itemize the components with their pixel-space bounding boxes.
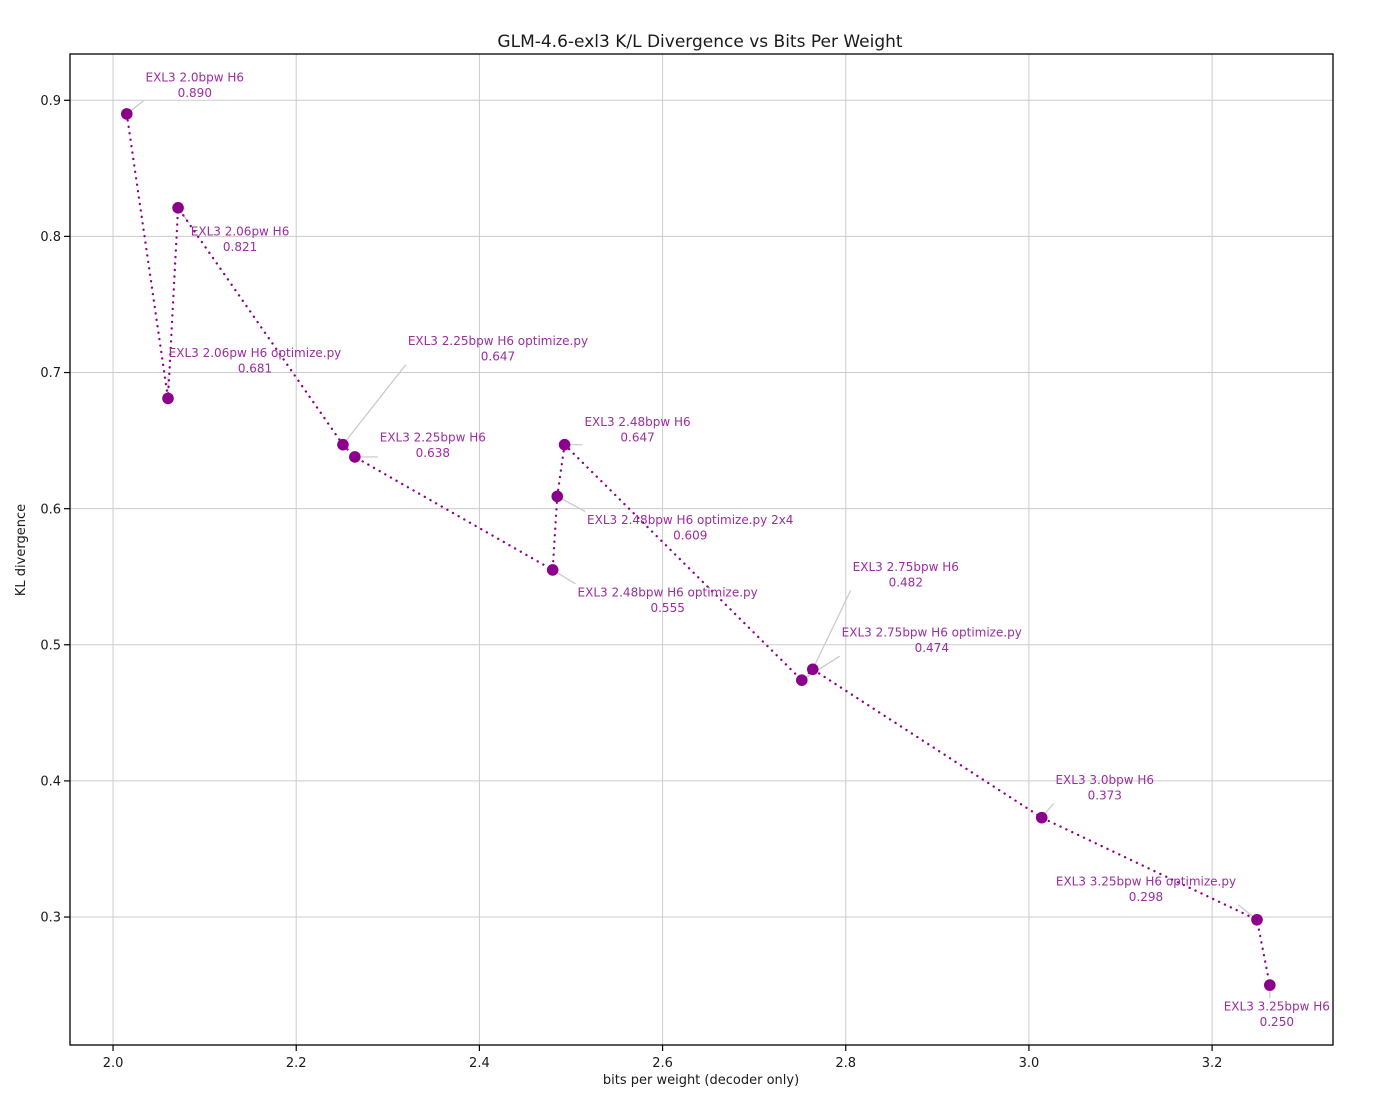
annotation-name: EXL3 2.0bpw H6 bbox=[146, 70, 245, 84]
annotation-name: EXL3 2.48bpw H6 optimize.py bbox=[578, 585, 758, 599]
annotation: EXL3 2.25bpw H6 optimize.py 0.647 bbox=[408, 334, 588, 364]
data-point-marker bbox=[349, 451, 361, 463]
y-tick-label: 0.4 bbox=[40, 775, 61, 790]
data-point-marker bbox=[120, 108, 133, 120]
annotation-leader-line bbox=[812, 590, 852, 670]
x-tick-label: 3.2 bbox=[1202, 1056, 1223, 1071]
data-point-marker bbox=[1251, 913, 1263, 926]
annotation: EXL3 2.48bpw H6 0.647 bbox=[584, 415, 690, 445]
data-points bbox=[120, 108, 1276, 991]
annotation-name: EXL3 2.75bpw H6 bbox=[853, 560, 959, 574]
annotation: EXL3 2.75bpw H60.482 bbox=[853, 560, 959, 590]
plot-border-rect bbox=[69, 53, 1334, 1046]
annotation-name: EXL3 2.06pw H6 bbox=[191, 224, 290, 238]
data-point-marker bbox=[806, 663, 819, 676]
annotation: EXL3 2.06pw H6 optimize.py0.681 bbox=[169, 346, 342, 376]
chart-title: GLM-4.6-exl3 K/L Divergence vs Bits Per … bbox=[497, 32, 902, 52]
x-tick-label: 2.6 bbox=[652, 1056, 673, 1071]
data-point-marker bbox=[1264, 979, 1276, 991]
annotation: EXL3 3.25bpw H60.250 bbox=[1224, 1000, 1330, 1030]
annotation-name: EXL3 3.25bpw H6 bbox=[1224, 1000, 1330, 1014]
annotation-name: EXL3 2.06pw H6 optimize.py bbox=[169, 346, 342, 360]
annotation-value: 0.647 bbox=[620, 431, 654, 445]
y-tick-label: 0.6 bbox=[40, 502, 61, 517]
y-tick-label: 0.8 bbox=[40, 230, 61, 245]
annotation-value: 0.250 bbox=[1260, 1015, 1294, 1029]
annotation-name: EXL3 2.25bpw H6 optimize.py bbox=[408, 334, 588, 348]
annotation-value: 0.681 bbox=[238, 361, 272, 375]
annotation-value: 0.638 bbox=[416, 446, 450, 460]
annotation-name: EXL3 2.25bpw H6 bbox=[380, 430, 486, 444]
annotation-name: EXL3 3.25bpw H6 optimize.py bbox=[1056, 874, 1236, 888]
data-line bbox=[125, 112, 1271, 987]
x-tick-label: 2.0 bbox=[103, 1056, 124, 1071]
annotation-name: EXL3 3.0bpw H6 bbox=[1055, 773, 1154, 787]
annotation-value: 0.609 bbox=[673, 528, 707, 542]
data-point-marker bbox=[1035, 811, 1048, 824]
y-tick-label: 0.3 bbox=[40, 911, 61, 926]
annotation-value: 0.821 bbox=[223, 240, 257, 254]
data-point-marker bbox=[172, 202, 184, 214]
data-point-marker bbox=[795, 674, 808, 686]
annotation-leader-line bbox=[801, 655, 840, 681]
x-tick-label: 2.4 bbox=[469, 1056, 490, 1071]
data-point-marker bbox=[551, 490, 564, 503]
data-point-marker bbox=[546, 564, 559, 576]
annotation-name: EXL3 2.48bpw H6 optimize.py 2x4 bbox=[587, 513, 793, 527]
x-tick-label: 2.2 bbox=[286, 1056, 307, 1071]
axis-ticks bbox=[64, 99, 1213, 1051]
annotation-name: EXL3 2.48bpw H6 bbox=[584, 415, 690, 429]
annotations: EXL3 2.0bpw H6 0.890 EXL3 2.06pw H6 optimi… bbox=[146, 70, 1330, 1029]
annotation-name: EXL3 2.75bpw H6 optimize.py bbox=[842, 626, 1022, 640]
plot-border bbox=[69, 53, 1334, 1046]
x-tick-label: 3.0 bbox=[1019, 1056, 1040, 1071]
y-tick-label: 0.9 bbox=[40, 94, 61, 109]
data-point-marker bbox=[162, 392, 174, 405]
grid-lines bbox=[70, 54, 1333, 1045]
annotation-value: 0.298 bbox=[1129, 890, 1163, 904]
annotation-value: 0.647 bbox=[481, 350, 515, 364]
annotation-value: 0.474 bbox=[915, 641, 949, 655]
annotation-value: 0.555 bbox=[650, 601, 684, 615]
annotation: EXL3 3.25bpw H6 optimize.py 0.298 bbox=[1056, 874, 1236, 904]
annotation: EXL3 2.06pw H6 0.821 bbox=[191, 224, 290, 254]
y-axis-label: KL divergence bbox=[14, 504, 29, 596]
series-dotted-line bbox=[125, 112, 1271, 987]
x-axis-label: bits per weight (decoder only) bbox=[603, 1073, 799, 1088]
annotation-leader-line bbox=[342, 364, 407, 446]
annotation: EXL3 2.75bpw H6 optimize.py0.474 bbox=[842, 626, 1022, 656]
annotation-value: 0.482 bbox=[889, 575, 923, 589]
y-tick-label: 0.7 bbox=[40, 366, 61, 381]
annotation: EXL3 3.0bpw H6 0.373 bbox=[1055, 773, 1154, 803]
x-tick-label: 2.8 bbox=[835, 1056, 856, 1071]
annotation-value: 0.890 bbox=[178, 86, 212, 100]
annotation: EXL3 2.48bpw H6 optimize.py 0.555 bbox=[578, 585, 758, 615]
data-point-marker bbox=[558, 438, 571, 451]
annotation-leader-lines bbox=[126, 100, 1271, 999]
y-tick-label: 0.5 bbox=[40, 638, 61, 653]
tick-labels: 2.0 2.2 2.4 2.6 2.8 3.0 3.2 0.3 0.4 0.5 0.6 0.7 0.8 0… bbox=[40, 94, 1222, 1071]
annotation: EXL3 2.0bpw H6 0.890 bbox=[146, 70, 245, 100]
data-point-marker bbox=[337, 438, 349, 451]
annotation: EXL3 2.25bpw H6 0.638 bbox=[380, 430, 486, 460]
annotation-value: 0.373 bbox=[1088, 789, 1122, 803]
